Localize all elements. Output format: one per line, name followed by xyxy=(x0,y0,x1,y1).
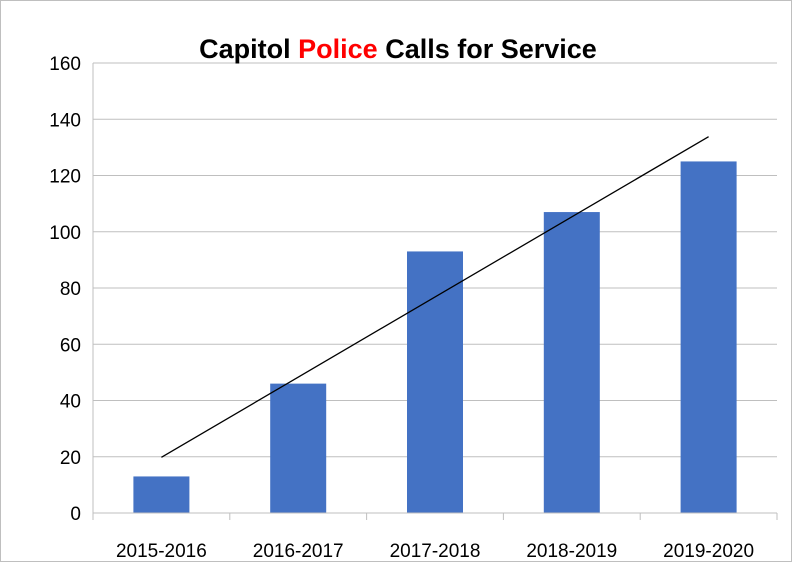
y-tick-label: 60 xyxy=(60,335,81,356)
bar xyxy=(680,161,737,513)
y-tick-label: 0 xyxy=(70,504,81,525)
x-tick-label: 2016-2017 xyxy=(253,541,344,561)
bar xyxy=(407,251,463,513)
x-tick-label: 2015-2016 xyxy=(116,541,207,561)
trendline xyxy=(161,136,709,458)
y-tick-label: 160 xyxy=(49,54,81,75)
title-segment: Capitol xyxy=(199,34,298,64)
y-tick-label: 120 xyxy=(49,167,81,188)
y-tick-label: 40 xyxy=(60,392,81,413)
trendline-layer xyxy=(161,136,709,458)
bars xyxy=(133,161,737,513)
x-tick-label: 2017-2018 xyxy=(390,541,481,561)
title-segment: Police xyxy=(298,34,378,64)
bar xyxy=(270,383,327,513)
x-tick-label: 2019-2020 xyxy=(663,541,754,561)
title-segment: Calls for Service xyxy=(378,34,597,64)
chart-title: Capitol Police Calls for Service xyxy=(199,34,597,64)
y-tick-label: 140 xyxy=(49,110,81,131)
axes xyxy=(92,63,778,520)
bar xyxy=(133,476,190,513)
y-axis-tick-labels: 0 20 40 60 80 100 120 140 160 xyxy=(49,54,81,525)
x-tick-label: 2018-2019 xyxy=(526,541,617,561)
y-tick-label: 20 xyxy=(60,448,81,469)
bar xyxy=(543,212,600,513)
y-tick-label: 80 xyxy=(60,279,81,300)
y-tick-label: 100 xyxy=(49,223,81,244)
x-axis-tick-labels: 2015-2016 2016-2017 2017-2018 2018-2019 2019… xyxy=(116,541,754,562)
